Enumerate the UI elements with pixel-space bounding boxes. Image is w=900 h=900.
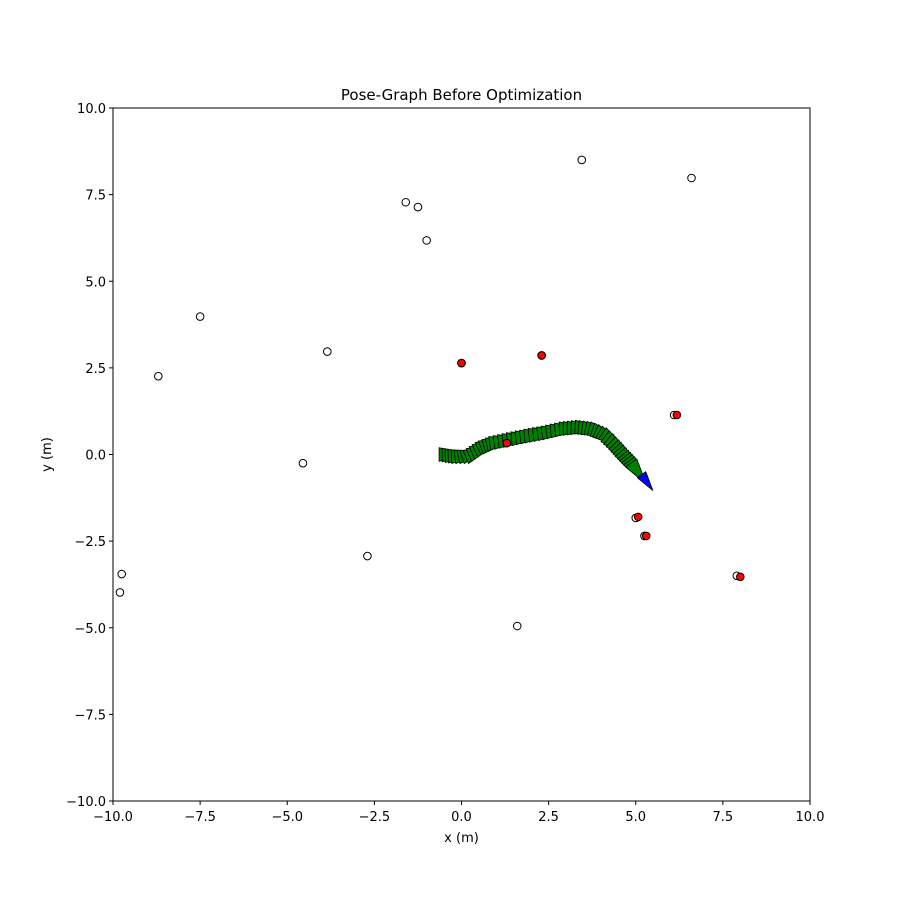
observed-landmark-point <box>633 512 643 522</box>
observed-landmark-point <box>537 351 546 360</box>
x-axis-label: x (m) <box>444 831 479 846</box>
landmark-point <box>687 173 696 183</box>
pose-trajectory <box>438 419 654 491</box>
x-tick-label: 5.0 <box>625 810 646 825</box>
landmark-point <box>413 202 423 212</box>
y-tick-label: 2.5 <box>85 362 106 377</box>
y-tick-label: −7.5 <box>74 708 106 723</box>
landmark-point <box>117 569 127 579</box>
landmark-point <box>363 551 372 561</box>
x-tick-label: −7.5 <box>184 810 216 825</box>
y-tick-label: −5.0 <box>74 622 106 637</box>
x-tick-label: −10.0 <box>93 810 133 825</box>
y-tick-label: −10.0 <box>66 795 106 810</box>
observed-landmark-layer <box>457 351 745 582</box>
observed-landmark-point <box>736 572 745 582</box>
y-axis: −10.0 −7.5 −5.0 −2.5 0.0 2.5 5.0 7.5 10.0 <box>66 102 113 810</box>
landmark-point <box>512 621 522 631</box>
observed-landmark-point <box>457 358 466 368</box>
x-tick-label: 0.0 <box>451 810 472 825</box>
landmark-point <box>154 371 163 381</box>
current-pose-arrow <box>636 471 654 491</box>
x-tick-label: −5.0 <box>271 810 303 825</box>
y-tick-label: 0.0 <box>85 449 106 464</box>
plot-area <box>115 155 745 631</box>
landmark-point <box>195 312 205 321</box>
landmark-point <box>323 347 332 356</box>
landmark-point <box>115 588 125 597</box>
y-tick-label: 5.0 <box>85 275 106 290</box>
x-axis: −10.0 −7.5 −5.0 −2.5 0.0 2.5 5.0 7.5 10.0 <box>93 801 824 825</box>
y-tick-label: −2.5 <box>74 535 106 550</box>
x-tick-label: 7.5 <box>713 810 734 825</box>
observed-landmark-point <box>672 410 682 420</box>
x-tick-label: 10.0 <box>796 810 825 825</box>
landmark-point <box>422 236 431 245</box>
y-tick-label: 7.5 <box>85 189 106 204</box>
x-tick-label: 2.5 <box>538 810 559 825</box>
observed-landmark-point <box>502 438 512 448</box>
y-tick-label: 10.0 <box>77 102 106 117</box>
landmark-point <box>298 458 308 468</box>
x-tick-label: −2.5 <box>359 810 391 825</box>
landmark-point <box>401 197 411 207</box>
y-axis-label: y (m) <box>40 437 55 472</box>
landmark-point <box>577 155 587 165</box>
observed-landmark-point <box>641 531 651 541</box>
chart-title: Pose-Graph Before Optimization <box>341 86 582 104</box>
